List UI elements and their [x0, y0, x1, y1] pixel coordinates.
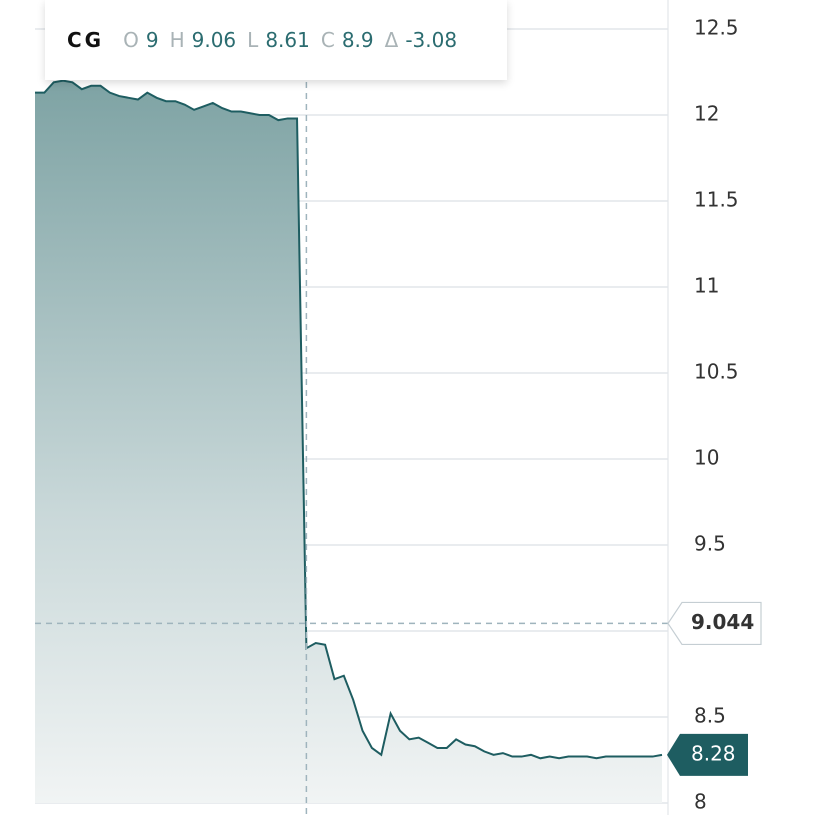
change-label: Δ — [384, 28, 399, 52]
y-tick-label: 9.5 — [694, 532, 726, 556]
close-value: 8.9 — [341, 28, 374, 52]
y-tick-label: 12 — [694, 102, 719, 126]
y-tick-label: 10 — [694, 446, 719, 470]
crosshair-tag — [667, 601, 762, 646]
y-tick-label: 10.5 — [694, 360, 739, 384]
high-label: H — [169, 28, 185, 52]
symbol: CG — [67, 28, 105, 52]
change-value: -3.08 — [405, 28, 458, 52]
tooltip: CG O 9 H 9.06 L 8.61 C 8.9 Δ -3.08 — [45, 0, 507, 80]
open-label: O — [123, 28, 139, 52]
last-price-label: 8.28 — [691, 741, 736, 765]
y-tick-label: 12.5 — [694, 16, 739, 40]
close-label: C — [320, 28, 335, 52]
open-value: 9 — [145, 28, 159, 52]
y-tick-label: 11 — [694, 274, 719, 298]
crosshair-label: 9.044 — [691, 610, 754, 634]
low-value: 8.61 — [265, 28, 310, 52]
area-fill — [35, 80, 662, 804]
last-price-tag — [667, 733, 748, 776]
y-tick-label: 8 — [694, 790, 707, 814]
price-line — [35, 79, 663, 760]
y-tick-label: 8.5 — [694, 704, 726, 728]
low-label: L — [247, 28, 259, 52]
high-value: 9.06 — [191, 28, 237, 52]
y-tick-label: 11.5 — [694, 188, 739, 212]
